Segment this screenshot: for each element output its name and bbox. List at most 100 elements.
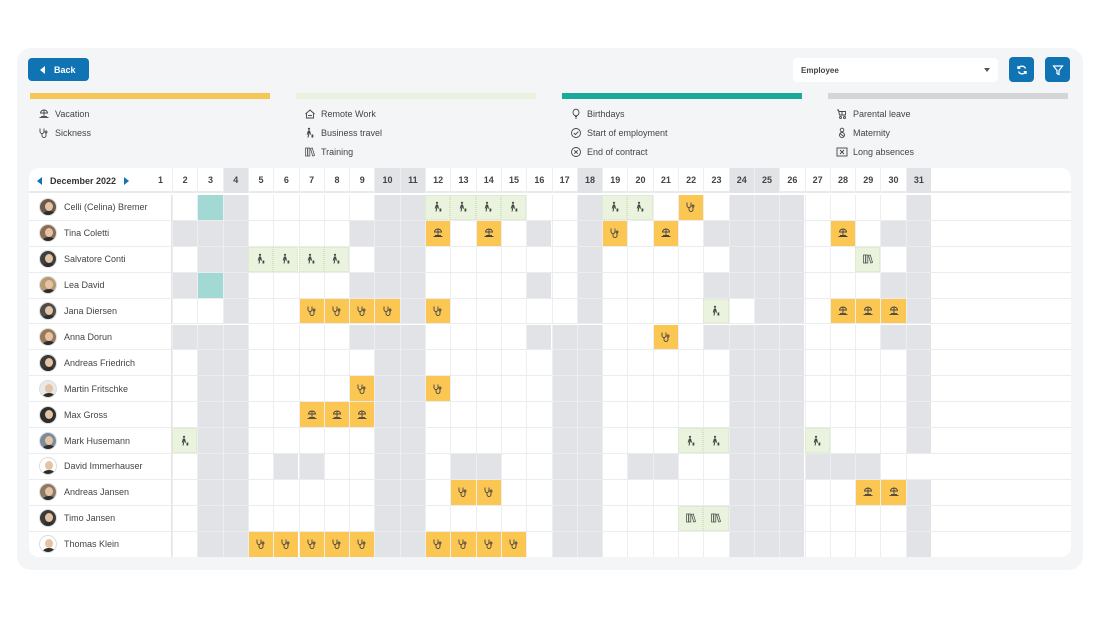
day-cell-4-non-working[interactable] [222, 324, 248, 350]
day-cell-4-non-working[interactable] [222, 505, 248, 531]
day-cell-11-non-working[interactable] [399, 324, 425, 350]
day-cell-29-training[interactable] [855, 246, 881, 272]
day-cell-19-empty[interactable] [602, 324, 627, 350]
day-cell-3-birthday[interactable] [197, 195, 223, 220]
day-cell-6-non-working[interactable] [273, 454, 299, 479]
day-cell-2-non-working[interactable] [172, 272, 198, 298]
day-cell-8-sickness[interactable] [323, 298, 350, 324]
day-cell-21-empty[interactable] [652, 350, 678, 376]
refresh-button[interactable] [1009, 57, 1034, 82]
day-cell-7-vacation[interactable] [298, 402, 324, 428]
day-cell-5-empty[interactable] [247, 454, 273, 479]
day-cell-29-empty[interactable] [855, 272, 880, 298]
day-cell-28-empty[interactable] [829, 376, 855, 402]
day-cell-26-non-working[interactable] [779, 402, 805, 428]
day-cell-28-empty[interactable] [829, 428, 855, 453]
day-cell-23-empty[interactable] [703, 454, 728, 479]
day-cell-10-non-working[interactable] [374, 428, 400, 453]
day-cell-22-sickness[interactable] [678, 195, 704, 220]
day-cell-8-empty[interactable] [323, 195, 349, 220]
day-cell-17-empty[interactable] [551, 272, 577, 298]
day-cell-30-empty[interactable] [880, 505, 905, 531]
day-cell-15-empty[interactable] [500, 298, 526, 324]
day-cell-30-non-working[interactable] [880, 324, 906, 350]
day-cell-14-empty[interactable] [475, 246, 501, 272]
day-cell-2-empty[interactable] [172, 505, 197, 531]
day-cell-7-sickness[interactable] [298, 531, 324, 557]
day-cell-31-non-working[interactable] [905, 505, 931, 531]
day-cell-25-non-working[interactable] [753, 195, 780, 220]
employee-cell[interactable]: Jana Diersen [29, 298, 172, 324]
day-cell-26-non-working[interactable] [779, 531, 805, 557]
day-cell-20-empty[interactable] [627, 531, 652, 557]
day-cell-8-sickness[interactable] [323, 531, 350, 557]
day-cell-3-non-working[interactable] [197, 402, 223, 428]
day-cell-19-empty[interactable] [602, 350, 627, 376]
day-cell-24-non-working[interactable] [728, 454, 754, 479]
day-cell-6-empty[interactable] [273, 195, 298, 220]
day-cell-10-non-working[interactable] [374, 195, 400, 220]
day-cell-24-non-working[interactable] [728, 220, 754, 246]
day-cell-31-empty[interactable] [905, 454, 931, 479]
day-cell-19-empty[interactable] [602, 454, 627, 479]
day-cell-16-empty[interactable] [526, 246, 551, 272]
day-cell-13-sickness[interactable] [450, 531, 476, 557]
day-cell-16-empty[interactable] [526, 376, 551, 402]
day-cell-17-non-working[interactable] [551, 376, 577, 402]
prev-month-icon[interactable] [37, 176, 42, 185]
day-cell-29-empty[interactable] [855, 324, 880, 350]
day-cell-5-empty[interactable] [247, 505, 273, 531]
day-cell-2-empty[interactable] [172, 454, 197, 479]
day-cell-27-empty[interactable] [804, 350, 830, 376]
day-cell-26-non-working[interactable] [779, 479, 805, 505]
day-cell-18-non-working[interactable] [576, 298, 603, 324]
day-cell-21-empty[interactable] [652, 195, 678, 220]
day-cell-21-empty[interactable] [652, 376, 678, 402]
day-cell-25-non-working[interactable] [753, 272, 780, 298]
day-cell-21-sickness[interactable] [652, 324, 678, 350]
day-cell-3-non-working[interactable] [197, 376, 223, 402]
day-cell-9-empty[interactable] [349, 246, 374, 272]
day-cell-20-empty[interactable] [627, 428, 652, 453]
day-cell-26-non-working[interactable] [779, 454, 805, 479]
day-cell-22-empty[interactable] [678, 479, 703, 505]
day-cell-13-sickness[interactable] [450, 479, 476, 505]
day-cell-20-empty[interactable] [627, 350, 652, 376]
day-cell-23-empty[interactable] [703, 479, 728, 505]
day-cell-21-empty[interactable] [652, 246, 678, 272]
day-cell-9-empty[interactable] [349, 479, 374, 505]
day-cell-31-non-working[interactable] [905, 531, 931, 557]
day-cell-18-non-working[interactable] [576, 350, 603, 376]
day-cell-3-birthday[interactable] [197, 272, 223, 298]
day-cell-24-empty[interactable] [728, 298, 754, 324]
employee-cell[interactable]: Timo Jansen [29, 505, 172, 531]
day-cell-10-non-working[interactable] [374, 505, 400, 531]
day-cell-21-empty[interactable] [652, 272, 678, 298]
day-cell-13-empty[interactable] [450, 350, 475, 376]
employee-cell[interactable]: Andreas Friedrich [29, 350, 172, 376]
day-cell-31-non-working[interactable] [905, 324, 931, 350]
day-cell-3-non-working[interactable] [197, 246, 223, 272]
day-cell-25-non-working[interactable] [753, 479, 780, 505]
day-cell-22-empty[interactable] [678, 350, 703, 376]
day-cell-25-non-working[interactable] [753, 220, 780, 246]
day-cell-12-sickness[interactable] [425, 531, 451, 557]
day-cell-30-empty[interactable] [880, 246, 905, 272]
day-cell-15-empty[interactable] [500, 505, 526, 531]
employee-cell[interactable]: Celli (Celina) Bremer [29, 195, 172, 220]
day-cell-24-non-working[interactable] [728, 246, 754, 272]
day-cell-2-empty[interactable] [172, 402, 197, 428]
day-cell-24-non-working[interactable] [728, 531, 754, 557]
day-cell-10-non-working[interactable] [374, 246, 400, 272]
day-cell-26-non-working[interactable] [779, 220, 805, 246]
day-cell-7-empty[interactable] [298, 428, 324, 453]
day-cell-31-non-working[interactable] [905, 272, 931, 298]
day-cell-6-sickness[interactable] [273, 531, 299, 557]
day-cell-7-non-working[interactable] [298, 454, 324, 479]
day-cell-18-non-working[interactable] [576, 195, 603, 220]
day-cell-23-empty[interactable] [703, 246, 728, 272]
day-cell-14-empty[interactable] [475, 376, 501, 402]
day-cell-4-non-working[interactable] [222, 479, 248, 505]
day-cell-6-empty[interactable] [273, 479, 298, 505]
day-cell-20-empty[interactable] [627, 505, 652, 531]
